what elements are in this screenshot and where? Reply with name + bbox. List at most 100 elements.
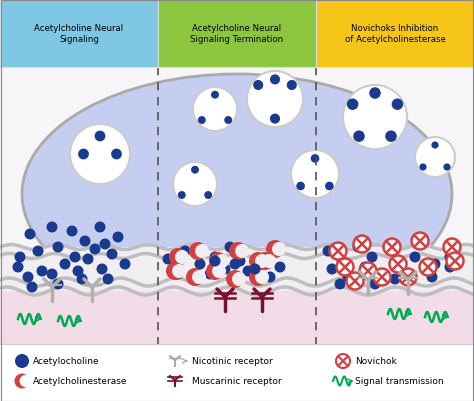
Text: Acetylcholine Neural
Signaling Termination: Acetylcholine Neural Signaling Terminati… (191, 24, 283, 44)
Circle shape (12, 262, 24, 273)
Circle shape (235, 244, 249, 258)
Circle shape (27, 282, 37, 293)
Circle shape (256, 252, 274, 270)
Bar (0, 0, 158, 68)
Text: Acetylcholinesterase: Acetylcholinesterase (33, 377, 128, 385)
Circle shape (249, 264, 261, 275)
Circle shape (198, 117, 206, 125)
Circle shape (95, 131, 105, 142)
Bar (0, 267, 474, 344)
Circle shape (78, 149, 89, 160)
Circle shape (337, 259, 354, 276)
Circle shape (249, 252, 267, 270)
Circle shape (445, 262, 456, 273)
Circle shape (225, 242, 236, 253)
Circle shape (46, 269, 57, 280)
Circle shape (255, 270, 269, 284)
Circle shape (172, 264, 186, 278)
Text: Nicotinic receptor: Nicotinic receptor (192, 356, 273, 366)
Text: Acetylocholine: Acetylocholine (33, 356, 100, 366)
Circle shape (163, 254, 173, 265)
Circle shape (390, 262, 401, 273)
Circle shape (112, 232, 124, 243)
Circle shape (346, 273, 364, 290)
Circle shape (374, 269, 391, 286)
Circle shape (336, 354, 350, 368)
Circle shape (343, 86, 407, 150)
Circle shape (191, 166, 199, 174)
Circle shape (189, 242, 207, 260)
Circle shape (447, 253, 464, 270)
Circle shape (229, 242, 247, 260)
Circle shape (327, 264, 337, 275)
Bar (0, 247, 474, 292)
Circle shape (46, 222, 57, 233)
Circle shape (19, 375, 32, 387)
Circle shape (255, 254, 269, 268)
Circle shape (335, 279, 346, 290)
Circle shape (204, 269, 216, 280)
Circle shape (204, 192, 212, 199)
Circle shape (264, 272, 275, 283)
Circle shape (178, 192, 186, 199)
Circle shape (175, 250, 189, 264)
Circle shape (209, 252, 227, 270)
Circle shape (107, 249, 118, 260)
Circle shape (444, 239, 461, 256)
Circle shape (15, 252, 26, 263)
Circle shape (374, 272, 385, 283)
Circle shape (400, 269, 417, 286)
Circle shape (119, 259, 130, 270)
Circle shape (90, 244, 100, 255)
Circle shape (411, 233, 428, 250)
Circle shape (291, 151, 339, 198)
Circle shape (111, 149, 122, 160)
Circle shape (53, 242, 64, 253)
Circle shape (226, 270, 244, 288)
Bar (0, 344, 474, 401)
Circle shape (274, 262, 285, 273)
Circle shape (70, 125, 130, 184)
Circle shape (210, 256, 220, 267)
Bar (0, 291, 474, 401)
Circle shape (296, 182, 305, 191)
Circle shape (195, 244, 209, 258)
Circle shape (404, 269, 416, 280)
Circle shape (383, 239, 401, 256)
Circle shape (247, 72, 303, 128)
Circle shape (337, 256, 347, 267)
Circle shape (415, 138, 455, 178)
Circle shape (325, 182, 334, 191)
Bar (0, 200, 474, 339)
Circle shape (347, 99, 358, 111)
Circle shape (410, 252, 420, 263)
Circle shape (262, 254, 276, 268)
Circle shape (249, 268, 267, 286)
Circle shape (419, 164, 427, 171)
Circle shape (385, 131, 397, 143)
Circle shape (224, 117, 232, 125)
Circle shape (270, 75, 280, 85)
Circle shape (266, 241, 284, 258)
Circle shape (419, 259, 437, 276)
Circle shape (369, 88, 381, 99)
Text: Novichok: Novichok (355, 356, 397, 366)
Circle shape (370, 279, 381, 290)
Circle shape (193, 88, 237, 132)
Circle shape (215, 254, 229, 268)
Circle shape (443, 164, 451, 171)
Circle shape (192, 270, 206, 284)
Bar (0, 344, 474, 401)
Circle shape (70, 252, 81, 263)
Bar (158, 0, 316, 68)
Circle shape (173, 162, 217, 207)
Circle shape (445, 252, 456, 263)
Circle shape (390, 274, 401, 285)
Circle shape (194, 259, 206, 270)
Circle shape (166, 262, 184, 280)
Circle shape (180, 246, 191, 257)
Text: Signal transmission: Signal transmission (355, 377, 444, 385)
Circle shape (173, 269, 183, 280)
Circle shape (353, 131, 365, 143)
Circle shape (206, 262, 224, 280)
